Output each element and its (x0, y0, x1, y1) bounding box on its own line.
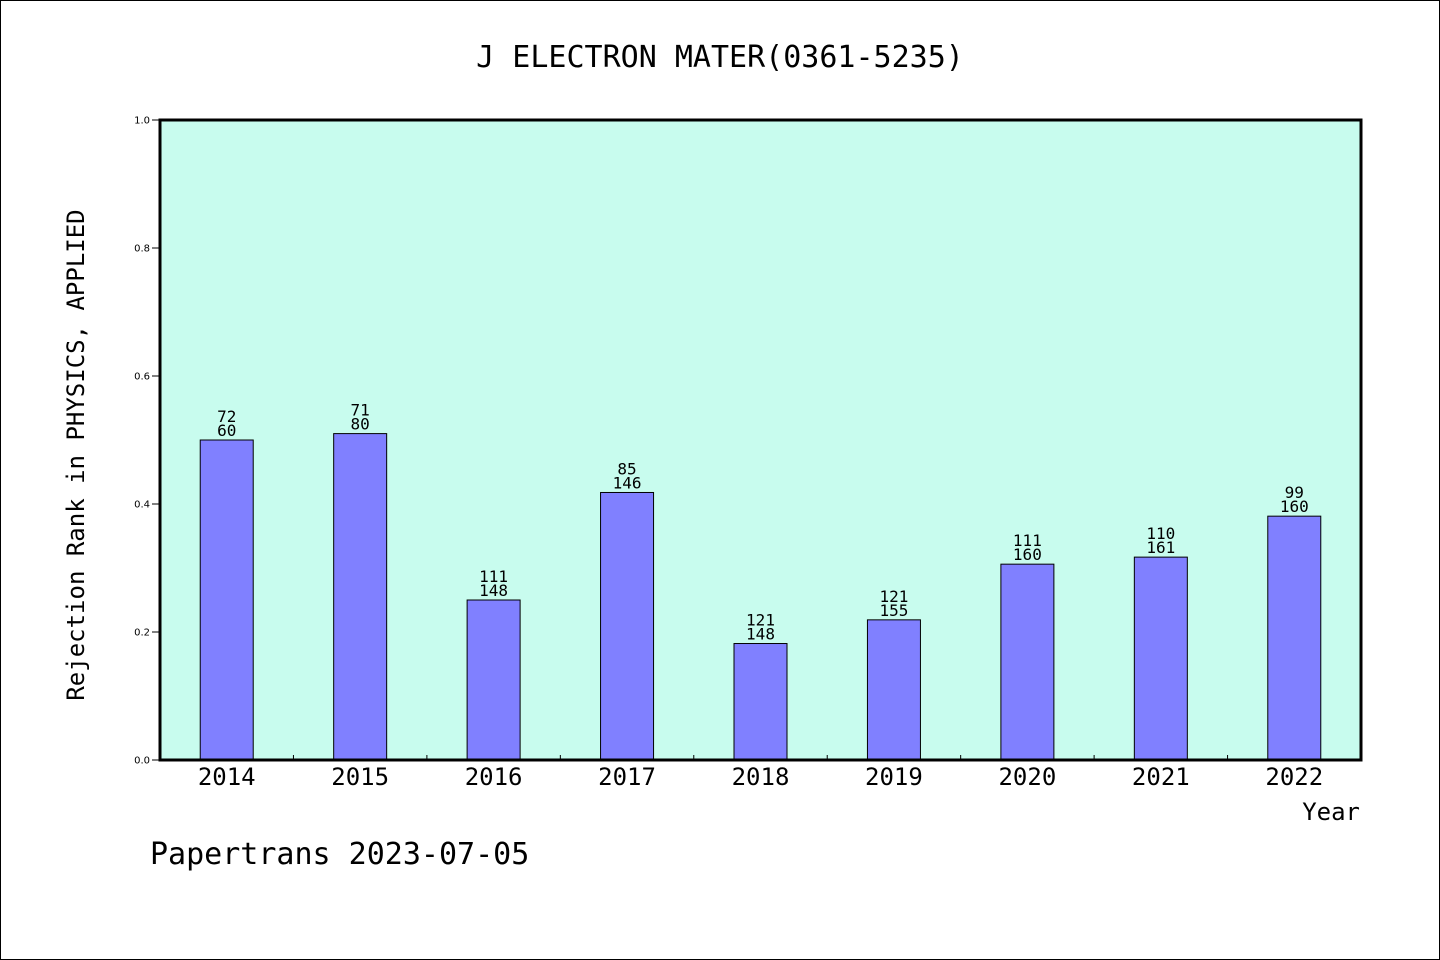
x-axis-label: Year (1302, 798, 1360, 826)
bar-label-top: 72 (217, 407, 236, 426)
x-tick-label: 2016 (465, 763, 523, 791)
bar-label-bottom: 160 (1013, 545, 1042, 564)
bar-2016 (466, 599, 521, 761)
bar-label-bottom: 60 (217, 421, 236, 440)
footer-credit: Papertrans 2023-07-05 (150, 837, 529, 872)
bar-label-top: 111 (1013, 531, 1042, 550)
bar-label-bottom: 146 (613, 473, 642, 492)
bar-2021 (1133, 556, 1188, 761)
bar-2019 (866, 619, 921, 761)
x-tick-label: 2019 (865, 763, 923, 791)
y-tick-label: 0.4 (134, 500, 150, 511)
bar-2018 (733, 643, 788, 761)
bar-label-bottom: 160 (1280, 497, 1309, 516)
bar-label-bottom: 148 (746, 625, 775, 644)
x-tick-label: 2018 (732, 763, 790, 791)
bar-2017 (600, 491, 655, 761)
bar-label-top: 71 (351, 401, 370, 420)
chart-title: J ELECTRON MATER(0361-5235) (476, 40, 964, 75)
x-tick-label: 2017 (598, 763, 656, 791)
x-tick-label: 2021 (1132, 763, 1190, 791)
bar-2020 (1000, 563, 1055, 761)
bar-label-bottom: 80 (351, 415, 370, 434)
bar-label-bottom: 161 (1146, 538, 1175, 557)
bar-label-bottom: 155 (879, 601, 908, 620)
y-tick-label: 0.8 (134, 244, 150, 255)
y-tick-label: 0.0 (134, 756, 150, 767)
x-tick-label: 2014 (198, 763, 256, 791)
bar-2015 (333, 433, 388, 761)
x-tick-label: 2022 (1265, 763, 1323, 791)
y-tick-label: 0.6 (134, 372, 150, 383)
x-tick-label: 2020 (998, 763, 1056, 791)
bar-2022 (1267, 515, 1322, 761)
bar-label-top: 121 (746, 611, 775, 630)
bar-2014 (199, 439, 254, 761)
bar-labels: 7260718011114885146121148121155111160110… (217, 401, 1309, 644)
bars (199, 433, 1322, 761)
bar-label-top: 121 (879, 587, 908, 606)
x-axis: 2014 2015 2016 2017 2018 2019 2020 2021 2022 (198, 755, 1323, 791)
y-axis-label: Rejection Rank in PHYSICS, APPLIED (62, 209, 90, 700)
bar-label-top: 111 (479, 567, 508, 586)
plot-border (158, 118, 1363, 762)
bar-label-bottom: 148 (479, 581, 508, 600)
bar-label-top: 99 (1285, 483, 1304, 502)
y-tick-label: 0.2 (134, 628, 150, 639)
y-tick-label: 1.0 (134, 116, 150, 127)
bar-label-top: 85 (617, 459, 636, 478)
y-axis: 0.0 0.2 0.4 0.6 0.8 1.0 (134, 116, 160, 767)
bar-label-top: 110 (1146, 524, 1175, 543)
x-tick-label: 2015 (331, 763, 389, 791)
